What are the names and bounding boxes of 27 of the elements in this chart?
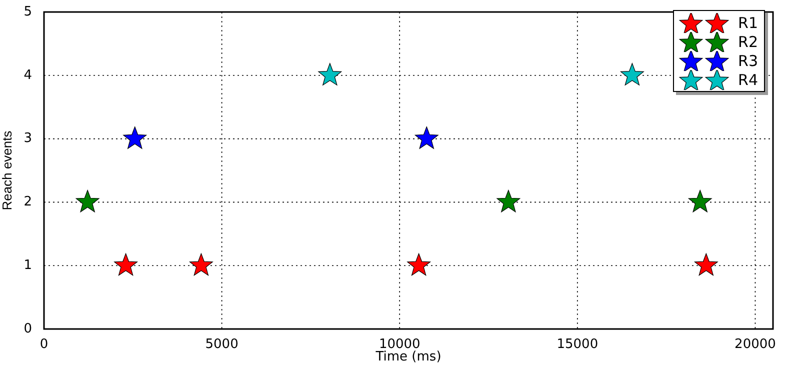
legend-label: R2: [738, 32, 758, 50]
point: [620, 63, 644, 86]
point: [407, 253, 431, 276]
point: [123, 126, 147, 149]
y-tick-label: 5: [24, 4, 32, 20]
y-tick-label: 4: [24, 68, 32, 83]
point: [114, 253, 138, 276]
x-tick-label: 15000: [556, 337, 598, 352]
x-tick-label: 0: [40, 337, 48, 352]
point: [694, 253, 718, 276]
y-tick-label: 2: [24, 194, 32, 210]
point: [189, 253, 213, 276]
point: [496, 190, 520, 212]
point: [688, 190, 712, 212]
point: [76, 190, 100, 212]
y-tick-label: 3: [24, 131, 32, 146]
y-tick-label: 0: [24, 321, 32, 336]
y-tick-label: 1: [24, 258, 32, 273]
x-tick-label: 5000: [205, 337, 238, 352]
point: [414, 126, 438, 149]
x-axis-title: Time (ms): [374, 350, 442, 365]
legend-label: R3: [738, 52, 758, 70]
y-axis-title: Reach events: [0, 130, 14, 210]
x-tick-label: 20000: [734, 337, 776, 352]
point: [318, 63, 342, 86]
legend-label: R1: [738, 14, 758, 32]
legend-label: R4: [738, 70, 758, 88]
